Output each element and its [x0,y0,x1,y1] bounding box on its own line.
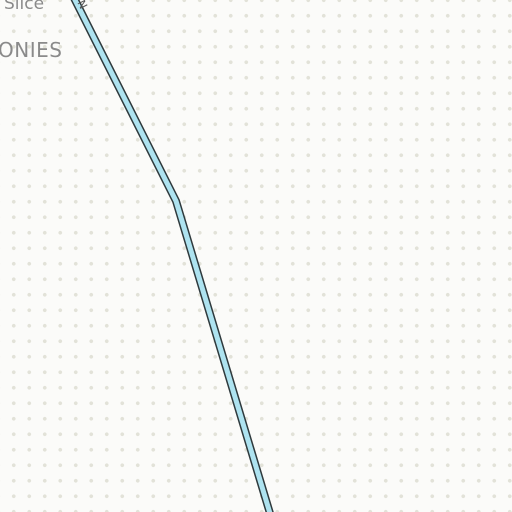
place-label-mid: ONIES [0,38,63,62]
place-label-top: Slice [4,0,45,14]
road-line[interactable] [70,0,273,512]
road-casing [70,0,274,512]
